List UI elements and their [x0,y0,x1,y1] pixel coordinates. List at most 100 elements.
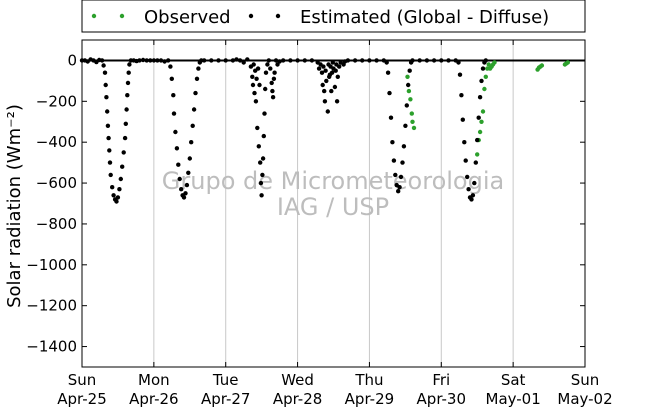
x-tick-label-date: Apr-29 [345,390,395,408]
estimated-point [404,103,409,108]
estimated-point [107,160,113,165]
estimated-point [250,74,255,80]
estimated-point [475,137,480,143]
estimated-point [333,68,338,73]
x-axis: SunApr-25MonApr-26TueApr-27WedApr-28ThuA… [57,40,613,408]
estimated-point [190,123,195,128]
estimated-point [309,58,315,63]
estimated-point [158,58,164,63]
observed-point [408,97,413,102]
estimated-point [271,76,277,82]
estimated-point [173,129,178,135]
estimated-point [255,66,261,71]
estimated-point [403,123,408,128]
estimated-point [123,121,128,127]
estimated-point [105,109,110,114]
estimated-point [176,162,181,167]
estimated-point [277,59,282,64]
estimated-point [480,66,486,71]
estimated-point [234,57,239,62]
estimated-point [102,70,108,75]
estimated-point [261,133,266,139]
estimated-point [460,117,465,122]
legend-marker-estimated [275,13,281,19]
estimated-point [281,58,286,63]
estimated-point [324,78,329,84]
estimated-point [469,197,474,202]
y-tick-label: −800 [36,215,77,233]
estimated-point [191,107,197,112]
estimated-point [265,62,270,67]
estimated-point [125,93,130,98]
estimated-point [260,156,266,161]
observed-point [492,60,497,65]
estimated-point [101,63,106,68]
observed-point [480,109,486,114]
estimated-point [456,60,461,65]
estimated-point [472,180,477,186]
estimated-point [388,115,394,120]
estimated-point [255,125,260,131]
estimated-point [122,135,128,141]
estimated-point [125,80,131,86]
estimated-point [476,115,481,120]
y-tick-label: 0 [67,51,77,69]
estimated-point [251,62,256,67]
observed-point [479,119,484,125]
watermark: Grupo de Micrometeorologia IAG / USP [162,167,504,221]
estimated-point [462,140,467,145]
estimated-point [121,150,126,155]
estimated-point [424,58,430,63]
estimated-point [387,90,392,96]
estimated-point [288,58,293,63]
estimated-point [118,176,124,182]
observed-point [482,86,487,92]
estimated-point [254,76,259,82]
estimated-point [374,58,379,63]
estimated-point [223,58,228,63]
estimated-point [316,66,322,71]
estimated-point [144,58,149,63]
observed-point [405,74,410,80]
estimated-point [465,174,470,180]
estimated-point [393,172,398,178]
watermark-line-1: Grupo de Micrometeorologia [162,167,504,195]
estimated-point [104,95,109,100]
estimated-point [325,109,330,114]
estimated-point [272,70,277,75]
estimated-point [431,58,437,63]
estimated-point [479,78,484,84]
x-tick-label-day: Mon [138,371,170,389]
estimated-point [253,99,259,104]
estimated-point [169,76,174,82]
estimated-point [477,95,483,100]
estimated-point [127,62,132,67]
estimated-point [330,60,335,65]
estimated-point [137,58,142,63]
estimated-point [384,60,389,65]
estimated-point [446,58,451,63]
x-tick-label-date: Apr-26 [129,390,179,408]
observed-point [409,111,414,116]
estimated-point [193,90,198,96]
observed-point [410,119,415,125]
estimated-point [216,58,221,63]
estimated-point [257,82,262,88]
estimated-point [166,58,171,63]
estimated-point [483,58,488,63]
estimated-point [168,64,173,69]
estimated-point [273,58,279,63]
x-tick-label-day: Thu [354,371,383,389]
estimated-point [269,80,274,86]
observed-point [411,125,417,131]
estimated-point [397,185,402,190]
estimated-point [250,82,256,88]
estimated-point [106,135,111,141]
estimated-point [245,57,250,62]
estimated-point [171,93,176,98]
observed-point [483,74,488,80]
estimated-point [126,70,131,75]
estimated-point [114,199,119,204]
estimated-point [262,111,267,116]
x-tick-label-day: Sat [501,371,526,389]
